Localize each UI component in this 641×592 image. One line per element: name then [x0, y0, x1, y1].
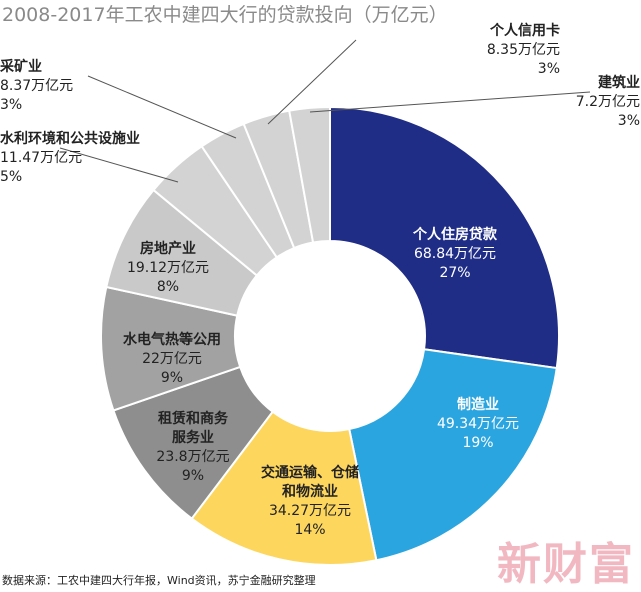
percent-label: 14%	[294, 522, 326, 538]
leader-line	[59, 147, 179, 183]
donut-slice	[348, 348, 558, 562]
category-name: 个人信用卡	[490, 23, 560, 39]
slice-label: 水电气热等公用 22万亿元 9%	[107, 331, 237, 388]
percent-label: 5%	[0, 169, 23, 185]
category-name: 水电气热等公用	[123, 332, 221, 348]
slice-label: 房地产业 19.12万亿元 8%	[113, 240, 223, 297]
category-name: 房地产业	[140, 241, 196, 257]
donut-slice	[288, 105, 331, 244]
leader-line	[309, 91, 591, 113]
percent-label: 9%	[160, 370, 184, 386]
percent-label: 19%	[462, 435, 494, 451]
leader-line	[87, 75, 237, 139]
leader-line	[267, 39, 357, 125]
percent-label: 8%	[156, 279, 180, 295]
value-label: 7.2万亿元	[575, 94, 640, 110]
value-label: 23.8万亿元	[156, 449, 230, 465]
value-label: 22万亿元	[142, 351, 202, 367]
slice-label: 采矿业 8.37万亿元 3%	[0, 58, 100, 115]
slice-label: 个人信用卡 8.35万亿元 3%	[460, 22, 560, 79]
category-name: 租赁和商务服务业	[158, 411, 228, 446]
watermark: 新财富	[497, 539, 635, 590]
slice-label: 水利环境和公共设施业 11.47万亿元 5%	[0, 130, 190, 187]
category-name: 个人住房贷款	[413, 227, 497, 243]
percent-label: 3%	[617, 113, 640, 129]
value-label: 34.27万亿元	[268, 503, 352, 519]
category-name: 水利环境和公共设施业	[0, 131, 140, 147]
percent-label: 3%	[0, 97, 23, 113]
source-note: 数据来源：工农中建四大行年报，Wind资讯，苏宁金融研究整理	[2, 574, 316, 587]
category-name: 制造业	[457, 397, 499, 413]
slice-label: 个人住房贷款 68.84万亿元 27%	[400, 226, 510, 283]
slice-label: 建筑业 7.2万亿元 3%	[540, 74, 640, 131]
chart-title: 2008-2017年工农中建四大行的贷款投向（万亿元）	[2, 4, 448, 26]
slice-label: 交通运输、仓储和物流业 34.27万亿元 14%	[255, 464, 365, 540]
percent-label: 27%	[439, 265, 471, 281]
value-label: 8.37万亿元	[0, 78, 74, 94]
slice-label: 制造业 49.34万亿元 19%	[423, 396, 533, 453]
value-label: 8.35万亿元	[486, 42, 560, 58]
category-name: 采矿业	[0, 59, 42, 75]
value-label: 68.84万亿元	[413, 246, 497, 262]
value-label: 49.34万亿元	[436, 416, 520, 432]
donut-slice	[190, 410, 378, 566]
percent-label: 3%	[537, 61, 560, 77]
category-name: 建筑业	[598, 75, 640, 91]
percent-label: 9%	[181, 468, 205, 484]
donut-slice	[329, 105, 560, 370]
category-name: 交通运输、仓储和物流业	[261, 465, 359, 500]
slice-label: 租赁和商务服务业 23.8万亿元 9%	[153, 410, 233, 486]
value-label: 19.12万亿元	[126, 260, 210, 276]
value-label: 11.47万亿元	[0, 150, 83, 166]
